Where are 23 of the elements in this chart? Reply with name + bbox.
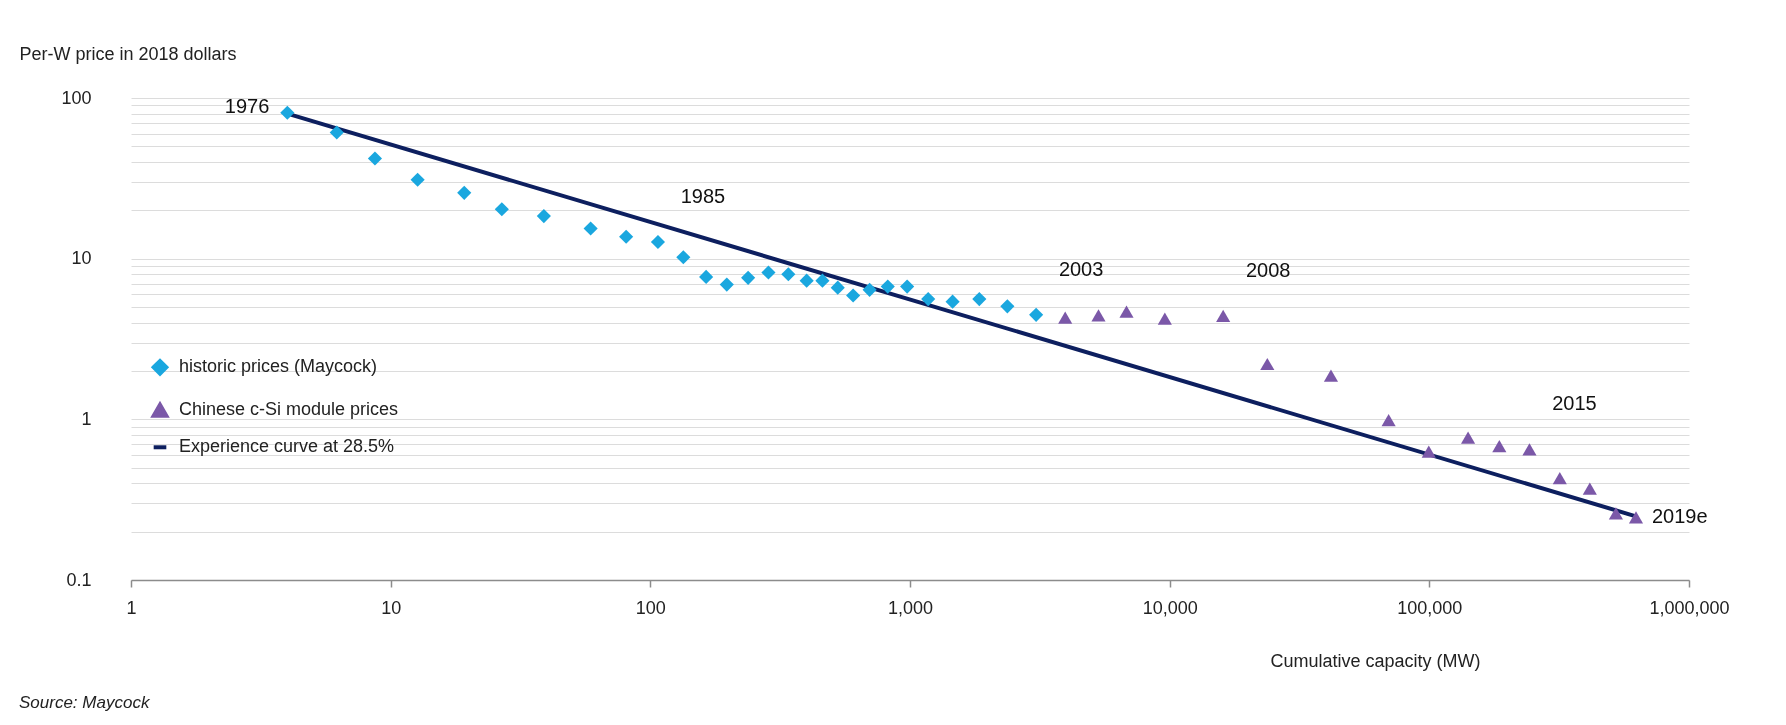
x-tick-label: 100 — [635, 597, 666, 618]
legend-label: Chinese c-Si module prices — [179, 399, 399, 420]
x-tick-label: 1,000 — [887, 597, 934, 618]
x-tick-label: 1,000,000 — [1649, 597, 1730, 618]
annotation: 2015 — [1552, 392, 1597, 415]
annotation: 2019e — [1652, 505, 1708, 528]
y-tick-label: 1 — [81, 408, 92, 429]
legend-label: historic prices (Maycock) — [179, 356, 378, 377]
annotation: 2003 — [1058, 257, 1104, 280]
x-tick-label: 10 — [381, 597, 402, 618]
source-note: Source: Maycock — [19, 693, 151, 712]
x-tick-label: 10,000 — [1142, 597, 1198, 618]
y-tick-label: 100 — [61, 87, 92, 108]
y-axis-title: Per-W price in 2018 dollars — [19, 43, 237, 64]
legend-label: Experience curve at 28.5% — [179, 436, 395, 457]
annotation: 1976 — [224, 94, 270, 117]
y-tick-label: 10 — [71, 248, 92, 269]
x-axis-title: Cumulative capacity (MW) — [1270, 650, 1481, 671]
y-tick-label: 0.1 — [66, 569, 92, 590]
x-tick-label: 100,000 — [1397, 597, 1463, 618]
x-tick-label: 1 — [126, 597, 137, 618]
annotation: 1985 — [680, 184, 726, 207]
annotation: 2008 — [1245, 258, 1291, 281]
